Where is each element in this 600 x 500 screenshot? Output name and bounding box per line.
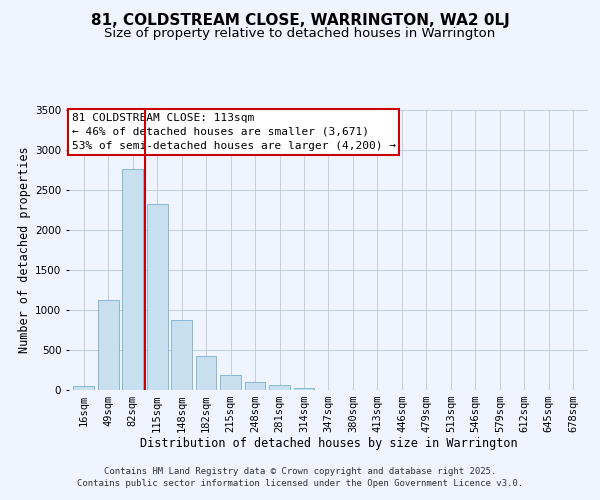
Bar — [73, 386, 94, 390]
X-axis label: Distribution of detached houses by size in Warrington: Distribution of detached houses by size … — [140, 436, 517, 450]
Bar — [293, 388, 314, 390]
Bar — [171, 320, 192, 390]
Bar — [122, 169, 143, 390]
Bar — [98, 300, 119, 390]
Bar — [147, 204, 167, 390]
Text: 81, COLDSTREAM CLOSE, WARRINGTON, WA2 0LJ: 81, COLDSTREAM CLOSE, WARRINGTON, WA2 0L… — [91, 12, 509, 28]
Bar — [220, 375, 241, 390]
Y-axis label: Number of detached properties: Number of detached properties — [18, 146, 31, 354]
Text: Size of property relative to detached houses in Warrington: Size of property relative to detached ho… — [104, 28, 496, 40]
Bar — [269, 385, 290, 390]
Bar — [196, 356, 217, 390]
Text: Contains HM Land Registry data © Crown copyright and database right 2025.
Contai: Contains HM Land Registry data © Crown c… — [77, 466, 523, 487]
Bar — [245, 382, 265, 390]
Text: 81 COLDSTREAM CLOSE: 113sqm
← 46% of detached houses are smaller (3,671)
53% of : 81 COLDSTREAM CLOSE: 113sqm ← 46% of det… — [71, 113, 395, 151]
